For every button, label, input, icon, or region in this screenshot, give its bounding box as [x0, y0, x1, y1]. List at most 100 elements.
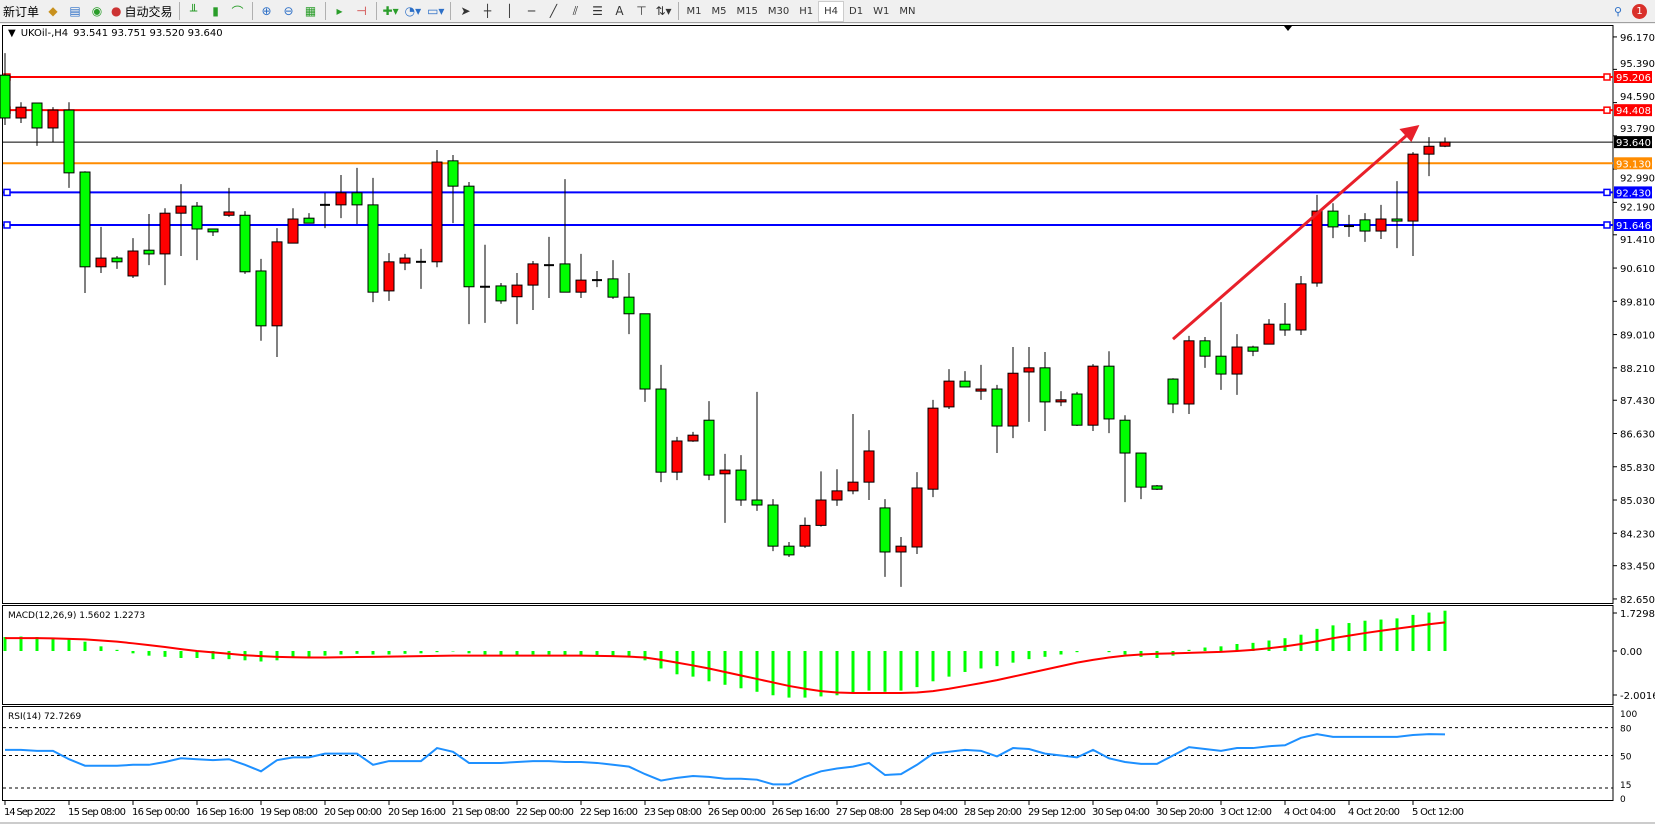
candle-body [1007, 372, 1019, 427]
separator [677, 2, 679, 20]
price-axis-label: 87.430 [1620, 396, 1655, 407]
new-order-button[interactable]: 新订单 [3, 4, 40, 19]
templates-icon[interactable]: ▭▾ [427, 4, 445, 18]
candlestick-icon[interactable]: ▮ [212, 4, 219, 18]
price-axis-label: 89.810 [1620, 297, 1655, 308]
hline-handle-right[interactable] [1603, 73, 1611, 81]
timeframe-mn[interactable]: MN [899, 5, 916, 17]
fibonacci-icon[interactable]: ☰ [592, 4, 603, 18]
timeframe-m5[interactable]: M5 [711, 5, 727, 17]
crosshair-icon[interactable]: ┼ [483, 4, 492, 18]
arrows-icon[interactable]: ⇅▾ [655, 4, 672, 18]
chart-shift-marker[interactable] [1284, 26, 1292, 31]
rsi-axis-label: 100 [1620, 710, 1637, 720]
candle-body [815, 499, 827, 526]
zoom-out-icon[interactable]: ⊖ [283, 4, 294, 18]
auto-trading-button[interactable]: ● 自动交易 [108, 1, 176, 22]
time-axis-label: 28 Sep 04:00 [900, 807, 958, 818]
timeframe-m15[interactable]: M15 [736, 5, 758, 17]
horizontal-line-icon[interactable]: ─ [527, 4, 536, 18]
timeframe-d1[interactable]: D1 [849, 5, 864, 17]
market-watch-icon[interactable]: ◆ [48, 4, 58, 18]
vertical-line-icon[interactable]: │ [505, 4, 514, 18]
price-tag-bg [1614, 218, 1652, 231]
candle-body [1391, 218, 1403, 222]
candle-body [751, 499, 763, 506]
price-tag-bg [1614, 157, 1652, 170]
hline-handle-left[interactable] [3, 221, 11, 229]
text-tool[interactable]: A [615, 4, 624, 18]
main-panel-frame [2, 25, 1614, 604]
candle-body [1199, 340, 1211, 357]
periods-icon[interactable]: ◔▾ [404, 4, 422, 18]
equidistant-channel-icon[interactable]: ⫽ [572, 3, 579, 18]
auto-trading-icon: ● [111, 4, 122, 18]
collapse-icon[interactable]: ▼ [8, 28, 16, 39]
symbol-label: UKOil-,H4 [20, 28, 69, 39]
hline-handle-left[interactable] [3, 188, 11, 197]
candle-body [671, 440, 683, 473]
candle-body [1439, 141, 1451, 147]
candle-body [447, 160, 459, 187]
candle-body [95, 257, 107, 268]
cursor-icon[interactable]: ➤ [460, 4, 471, 18]
candle-body [1231, 346, 1243, 375]
timeframe-m1[interactable]: M1 [686, 5, 702, 17]
chart-shift-icon[interactable]: ⊣ [356, 4, 367, 18]
trend-arrow-head[interactable] [1399, 125, 1420, 143]
search-icon[interactable]: ⚲ [1613, 4, 1622, 18]
price-axis-label: 88.210 [1620, 364, 1655, 375]
price-axis-label: 93.790 [1620, 124, 1655, 135]
navigator-icon[interactable]: ▤ [69, 4, 81, 18]
candle-body [687, 434, 699, 442]
time-axis-label: 30 Sep 20:00 [1156, 807, 1214, 818]
candle-body [1423, 145, 1435, 155]
candle-body [559, 263, 571, 293]
candle-body [287, 218, 299, 244]
hline-handle-right[interactable] [1603, 188, 1611, 197]
candle-body [527, 263, 539, 286]
price-tag-mid: 93.130 [1616, 159, 1651, 170]
candle-body [1327, 210, 1339, 228]
macd-label: MACD(12,26,9) 1.5602 1.2273 [8, 611, 146, 621]
candle-body [575, 279, 587, 293]
hline-handle-right[interactable] [1603, 221, 1611, 229]
macd-signal-line [5, 621, 1446, 694]
zoom-in-icon[interactable]: ⊕ [261, 4, 272, 18]
signal-icon[interactable]: ◉ [91, 4, 103, 18]
text-label-icon[interactable]: ⊤ [636, 4, 647, 18]
hline-handle-right[interactable] [1603, 106, 1611, 114]
bar-chart-icon[interactable]: ╨ [189, 4, 198, 18]
price-axis-label: 85.830 [1620, 463, 1655, 474]
time-axis-label: 26 Sep 00:00 [708, 807, 766, 818]
candle-body [703, 419, 715, 476]
candle-body [79, 171, 91, 268]
rsi-line [5, 733, 1446, 786]
timeframe-w1[interactable]: W1 [873, 5, 890, 17]
time-axis-label: 20 Sep 16:00 [388, 807, 446, 818]
candle-body [783, 545, 795, 556]
separator [251, 2, 253, 20]
timeframe-h4[interactable]: H4 [818, 0, 845, 22]
candle-body [255, 270, 267, 327]
candle-body [799, 524, 811, 547]
timeframe-m30[interactable]: M30 [767, 5, 790, 17]
candle-body [655, 388, 667, 473]
time-axis-label: 22 Sep 16:00 [580, 807, 638, 818]
line-chart-icon[interactable]: ⌒ [231, 4, 244, 19]
time-axis-label: 14 Sep 2022 [4, 807, 56, 818]
price-axis-label: 82.650 [1620, 595, 1655, 606]
candle-body [943, 380, 955, 408]
timeframe-h1[interactable]: H1 [799, 5, 814, 17]
trend-arrow-line[interactable] [1172, 131, 1411, 341]
notification-badge[interactable]: 1 [1632, 3, 1647, 19]
candle-body [207, 228, 219, 233]
trendline-icon[interactable]: ╱ [549, 4, 558, 18]
candle-body [143, 249, 155, 255]
tile-windows-icon[interactable]: ▦ [304, 4, 317, 18]
candle-body [1279, 323, 1291, 331]
candle-body [911, 487, 923, 548]
auto-scroll-icon[interactable]: ▸ [336, 4, 343, 18]
indicators-icon[interactable]: ✚▾ [382, 4, 399, 18]
